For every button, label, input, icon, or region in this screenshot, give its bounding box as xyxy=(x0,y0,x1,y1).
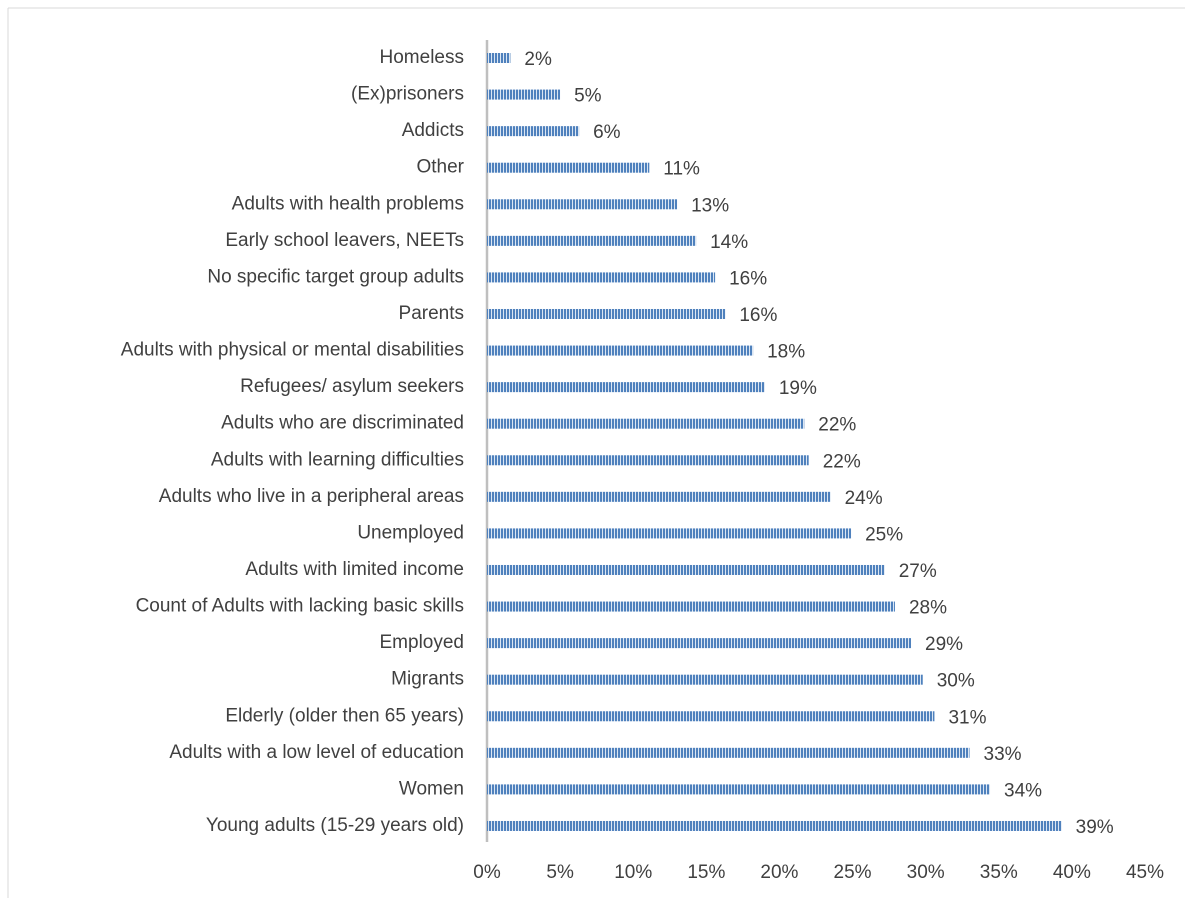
x-tick-label: 10% xyxy=(614,862,652,883)
y-tick-label: (Ex)prisoners xyxy=(351,84,464,105)
value-label: 25% xyxy=(865,524,903,545)
value-label: 5% xyxy=(574,86,602,107)
y-tick-label: Adults with physical or mental disabilit… xyxy=(121,340,464,361)
bar xyxy=(487,272,716,283)
value-label: 34% xyxy=(1004,780,1042,801)
y-tick-label: Early school leavers, NEETs xyxy=(225,230,464,251)
x-tick-label: 25% xyxy=(834,862,872,883)
x-tick-label: 5% xyxy=(546,862,574,883)
y-tick-label: Refugees/ asylum seekers xyxy=(240,376,464,397)
value-label: 22% xyxy=(818,415,856,436)
bar xyxy=(487,162,650,173)
y-tick-label: Adults with limited income xyxy=(245,559,464,580)
x-tick-label: 0% xyxy=(473,862,501,883)
value-label: 24% xyxy=(845,488,883,509)
bar xyxy=(487,601,895,612)
value-label: 16% xyxy=(729,268,767,289)
y-tick-label: Parents xyxy=(399,303,464,324)
bar xyxy=(487,418,805,429)
value-label: 27% xyxy=(899,561,937,582)
bar xyxy=(487,53,511,63)
y-tick-label: Count of Adults with lacking basic skill… xyxy=(136,596,464,617)
x-tick-label: 40% xyxy=(1053,862,1091,883)
bar xyxy=(487,491,831,502)
y-tick-label: Adults with a low level of education xyxy=(169,742,464,763)
bar xyxy=(487,382,765,393)
y-tick-label: Women xyxy=(399,778,464,799)
y-tick-label: Elderly (older then 65 years) xyxy=(225,705,464,726)
y-tick-label: No specific target group adults xyxy=(207,266,464,287)
bar xyxy=(487,747,970,758)
bar xyxy=(487,564,885,575)
value-label: 2% xyxy=(524,49,552,70)
x-tick-label: 20% xyxy=(760,862,798,883)
value-label: 14% xyxy=(710,232,748,253)
y-tick-label: Addicts xyxy=(402,120,464,141)
bar xyxy=(487,674,923,685)
bar xyxy=(487,638,912,649)
value-label: 31% xyxy=(948,707,986,728)
bar xyxy=(487,308,726,319)
y-tick-label: Young adults (15-29 years old) xyxy=(206,815,464,836)
value-label: 19% xyxy=(779,378,817,399)
bar xyxy=(487,784,991,795)
value-label: 16% xyxy=(739,305,777,326)
value-label: 39% xyxy=(1076,817,1114,838)
y-tick-label: Unemployed xyxy=(357,522,464,543)
x-tick-label: 45% xyxy=(1126,862,1164,883)
y-tick-label: Other xyxy=(416,157,464,178)
bar xyxy=(487,528,852,539)
bar xyxy=(487,711,935,722)
y-tick-label: Adults with learning difficulties xyxy=(211,449,464,470)
x-tick-label: 35% xyxy=(980,862,1018,883)
bar xyxy=(487,199,678,210)
x-tick-label: 30% xyxy=(907,862,945,883)
bar xyxy=(487,235,697,246)
value-label: 28% xyxy=(909,598,947,619)
y-tick-label: Adults who live in a peripheral areas xyxy=(159,486,464,507)
value-label: 18% xyxy=(767,342,805,363)
value-label: 11% xyxy=(663,159,700,180)
value-label: 29% xyxy=(925,634,963,655)
bar xyxy=(487,455,809,466)
y-tick-label: Adults who are discriminated xyxy=(221,413,464,434)
y-tick-label: Homeless xyxy=(380,47,464,68)
y-tick-label: Employed xyxy=(380,632,465,653)
bar xyxy=(487,126,580,137)
y-tick-label: Migrants xyxy=(391,669,464,690)
y-tick-label: Adults with health problems xyxy=(232,193,464,214)
value-label: 6% xyxy=(593,122,621,143)
bar xyxy=(487,820,1062,831)
bar xyxy=(487,89,561,100)
bar xyxy=(487,345,754,356)
x-tick-label: 15% xyxy=(687,862,725,883)
value-label: 33% xyxy=(984,744,1022,765)
value-label: 30% xyxy=(937,671,975,692)
value-label: 13% xyxy=(691,195,729,216)
value-label: 22% xyxy=(823,451,861,472)
